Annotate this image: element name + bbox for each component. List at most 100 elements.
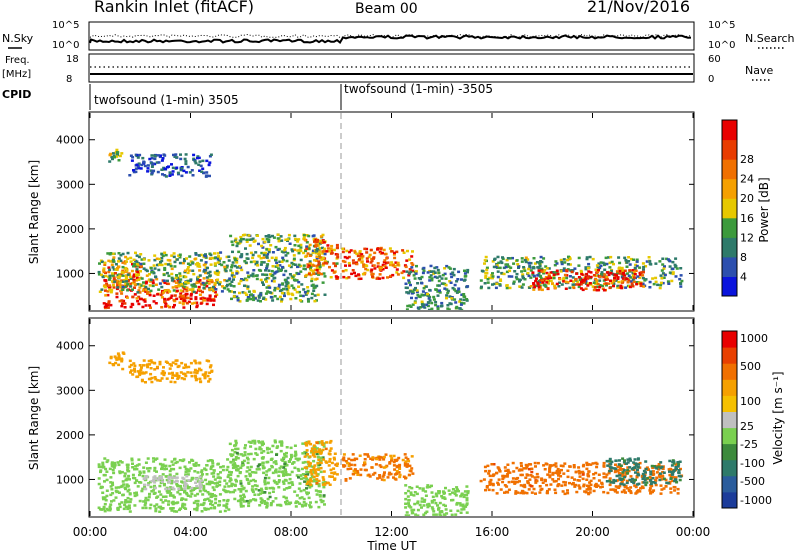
- data-cell: [501, 257, 505, 260]
- data-cell: [260, 260, 264, 264]
- data-cell: [452, 288, 456, 291]
- data-cell: [392, 476, 395, 479]
- data-cell: [230, 240, 234, 243]
- data-cell: [608, 469, 612, 473]
- data-cell: [289, 446, 293, 450]
- data-cell: [158, 263, 162, 267]
- data-cell: [610, 269, 613, 273]
- data-cell: [166, 288, 170, 292]
- data-cell: [115, 287, 119, 291]
- data-cell: [136, 283, 140, 286]
- data-cell: [668, 470, 671, 473]
- data-cell: [307, 471, 311, 474]
- data-cell: [448, 493, 452, 496]
- data-cell: [108, 288, 112, 291]
- data-cell: [195, 378, 199, 381]
- data-cell: [663, 273, 667, 277]
- data-cell: [165, 377, 169, 380]
- data-cell: [576, 280, 580, 283]
- data-cell: [312, 466, 316, 470]
- data-cell: [216, 258, 220, 261]
- data-cell: [253, 439, 257, 443]
- data-cell: [314, 489, 318, 492]
- data-cell: [224, 269, 228, 273]
- time-xaxis: 00:00 04:00 08:00 12:00 16:00 20:00 00:00: [73, 113, 710, 539]
- data-cell: [365, 251, 369, 254]
- data-cell: [108, 268, 112, 272]
- data-cell: [246, 271, 250, 274]
- data-cell: [275, 261, 279, 265]
- data-cell: [265, 504, 269, 508]
- data-cell: [654, 464, 658, 468]
- data-cell: [308, 486, 312, 489]
- data-cell: [296, 240, 300, 243]
- data-cell: [319, 466, 323, 470]
- data-cell: [124, 255, 128, 259]
- data-cell: [460, 278, 463, 281]
- data-cell: [538, 262, 542, 265]
- data-cell: [168, 464, 172, 468]
- data-cell: [311, 234, 315, 238]
- data-cell: [615, 270, 619, 273]
- data-cell: [438, 275, 442, 278]
- data-cell: [364, 267, 368, 271]
- data-cell: [190, 302, 194, 305]
- data-cell: [144, 461, 148, 464]
- data-cell: [205, 482, 209, 486]
- data-cell: [255, 484, 259, 488]
- data-cell: [257, 463, 261, 466]
- data-cell: [642, 475, 646, 478]
- data-cell: [438, 510, 442, 514]
- data-cell: [175, 374, 179, 377]
- data-cell: [344, 264, 347, 267]
- data-cell: [428, 269, 432, 273]
- data-cell: [237, 282, 241, 285]
- data-cell: [327, 250, 331, 253]
- data-cell: [186, 271, 190, 275]
- data-cell: [319, 239, 323, 243]
- data-cell: [609, 462, 613, 466]
- data-cell: [484, 271, 488, 275]
- data-cell: [604, 278, 608, 281]
- data-cell: [282, 473, 286, 476]
- data-cell: [231, 463, 235, 467]
- data-cell: [502, 476, 506, 479]
- data-cell: [585, 272, 589, 276]
- data-cell: [506, 470, 510, 473]
- data-cell: [163, 268, 167, 271]
- data-cell: [273, 286, 277, 290]
- data-cell: [592, 473, 596, 476]
- data-cell: [630, 480, 634, 483]
- data-cell: [462, 508, 466, 511]
- data-cell: [604, 282, 608, 285]
- data-cell: [135, 268, 139, 271]
- data-cell: [483, 465, 487, 469]
- data-cell: [289, 453, 293, 457]
- data-cell: [483, 282, 487, 285]
- data-cell: [583, 490, 587, 493]
- data-cell: [181, 302, 185, 306]
- data-cell: [525, 465, 529, 469]
- data-cell: [244, 475, 248, 478]
- data-cell: [183, 480, 187, 484]
- data-cell: [533, 461, 537, 465]
- data-cell: [489, 478, 493, 482]
- data-cell: [317, 479, 321, 483]
- data-cell: [315, 299, 318, 302]
- data-cell: [530, 475, 534, 478]
- data-cell: [273, 276, 277, 280]
- data-cell: [249, 251, 253, 255]
- data-cell: [587, 470, 591, 473]
- data-cell: [384, 261, 388, 265]
- data-cell: [233, 258, 237, 262]
- data-cell: [161, 463, 165, 466]
- data-cell: [364, 468, 368, 472]
- data-cell: [148, 304, 152, 307]
- data-cell: [626, 466, 630, 469]
- data-cell: [199, 302, 203, 305]
- data-cell: [369, 248, 373, 252]
- data-cell: [336, 253, 340, 256]
- data-cell: [199, 476, 203, 480]
- data-cell: [133, 370, 137, 373]
- data-cell: [353, 251, 357, 254]
